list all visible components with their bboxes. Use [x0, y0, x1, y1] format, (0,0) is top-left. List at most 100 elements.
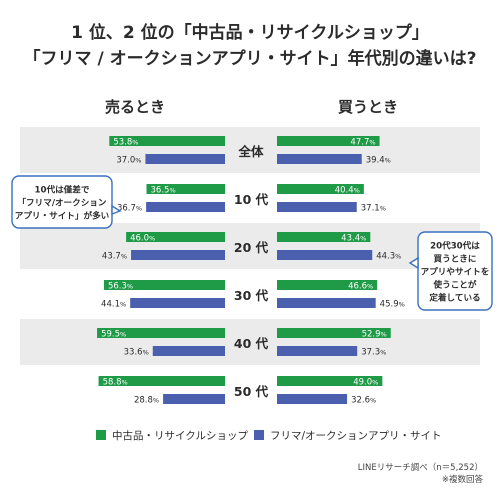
value-suffix: % [380, 349, 386, 357]
sell-bar-flea-market [163, 394, 225, 404]
sell-value-label: 37.0% [116, 156, 141, 166]
sell-value-label: 53.8% [113, 138, 138, 148]
value-suffix: % [370, 397, 376, 405]
callout-text: 買うときに [434, 254, 477, 265]
value-suffix: % [132, 139, 138, 147]
value-number: 36.5 [151, 186, 170, 196]
value-suffix: % [399, 301, 405, 309]
value-number: 44.3 [376, 252, 395, 262]
buy-bar-secondhand [277, 136, 380, 146]
buy-value-label: 37.3% [361, 348, 386, 358]
value-suffix: % [121, 253, 127, 261]
category-band [20, 127, 480, 173]
value-suffix: % [354, 187, 360, 195]
buy-bar-flea-market [277, 154, 362, 164]
value-suffix: % [122, 379, 128, 387]
category-label: 10 代 [234, 192, 269, 207]
value-suffix: % [143, 349, 149, 357]
sell-value-label: 36.5% [151, 186, 176, 196]
value-number: 52.9 [362, 330, 381, 340]
sell-value-label: 58.8% [103, 378, 128, 388]
callouts: 10代は僅差で「フリマ/オークションアプリ・サイト」が多い 20代30代は買うとき… [11, 175, 493, 311]
buy-bar-secondhand [277, 232, 371, 242]
callout-pointer [408, 256, 419, 270]
category-label: 40 代 [234, 336, 269, 351]
category-band [20, 223, 480, 269]
value-number: 49.0 [353, 378, 372, 388]
buy-value-label: 39.4% [366, 156, 391, 166]
callout-box [417, 231, 493, 311]
value-suffix: % [169, 187, 175, 195]
category-label: 全体 [237, 144, 264, 159]
value-number: 46.0 [130, 234, 149, 244]
callout-text: 10代は僅差で [35, 184, 90, 196]
buy-bar-flea-market [277, 202, 357, 212]
multiple-answer-note: ※複数回答 [442, 474, 484, 485]
panel-title-sell: 売るとき [105, 98, 165, 116]
buy-bar-flea-market [277, 298, 376, 308]
chart-title-line1: 1 位、2 位の「中古品・リサイクルショップ」 [71, 22, 429, 43]
sell-bar-secondhand [109, 136, 225, 146]
sell-value-label: 43.7% [102, 252, 127, 262]
sell-value-label: 36.7% [117, 204, 142, 214]
buy-value-label: 52.9% [362, 330, 387, 340]
buy-bar-secondhand [277, 184, 364, 194]
legend-swatch-secondhand [96, 430, 106, 440]
value-number: 32.6 [351, 396, 370, 406]
legend: 中古品・リサイクルショップ フリマ/オークションアプリ・サイト [96, 429, 442, 442]
callout-text: 20代30代は [430, 240, 480, 252]
value-suffix: % [149, 235, 155, 243]
value-number: 58.8 [103, 378, 122, 388]
value-suffix: % [360, 235, 366, 243]
sell-bar-secondhand [98, 376, 225, 386]
value-suffix: % [127, 283, 133, 291]
sell-bar-flea-market [152, 346, 225, 356]
buy-bar-flea-market [277, 394, 348, 404]
value-number: 43.7 [102, 252, 121, 262]
value-number: 40.4 [335, 186, 354, 196]
buy-value-label: 32.6% [351, 396, 376, 406]
legend-label-secondhand: 中古品・リサイクルショップ [112, 429, 248, 442]
value-suffix: % [395, 253, 401, 261]
category-label: 50 代 [234, 384, 269, 399]
buy-value-label: 47.7% [350, 138, 375, 148]
value-number: 37.0 [116, 156, 135, 166]
callout-text: 定着している [429, 292, 480, 304]
sell-bar-flea-market [131, 250, 225, 260]
chart-title-line2: 「フリマ / オークションアプリ・サイト」年代別の違いは? [24, 48, 477, 69]
sell-bar-flea-market [145, 154, 225, 164]
buy-value-label: 40.4% [335, 186, 360, 196]
buy-bar-flea-market [277, 346, 358, 356]
callout-text: 使うことが [433, 279, 477, 291]
sell-bar-secondhand [146, 184, 225, 194]
sell-bar-secondhand [103, 280, 225, 290]
buy-value-label: 45.9% [380, 300, 405, 310]
value-number: 37.1 [361, 204, 380, 214]
sell-bar-flea-market [130, 298, 225, 308]
value-suffix: % [372, 379, 378, 387]
value-number: 53.8 [113, 138, 132, 148]
value-suffix: % [153, 397, 159, 405]
source-note: LINEリサーチ調べ（n＝5,252） [358, 462, 483, 473]
sell-value-label: 46.0% [130, 234, 155, 244]
category-label: 20 代 [234, 240, 269, 255]
value-number: 56.3 [108, 282, 127, 292]
sell-value-label: 28.8% [134, 396, 159, 406]
buy-value-label: 49.0% [353, 378, 378, 388]
sell-value-label: 59.5% [101, 330, 126, 340]
value-suffix: % [367, 283, 373, 291]
buy-value-label: 37.1% [361, 204, 386, 214]
value-suffix: % [385, 157, 391, 165]
category-band [20, 319, 480, 365]
sell-value-label: 56.3% [108, 282, 133, 292]
value-number: 47.7 [350, 138, 369, 148]
callout-pointer [111, 204, 122, 216]
buy-value-label: 44.3% [376, 252, 401, 262]
callout-text: 「フリマ/オークション [17, 197, 106, 209]
value-suffix: % [120, 301, 126, 309]
buy-value-label: 46.6% [348, 282, 373, 292]
value-suffix: % [136, 205, 142, 213]
sell-bar-secondhand [97, 328, 225, 338]
value-number: 37.3 [361, 348, 380, 358]
